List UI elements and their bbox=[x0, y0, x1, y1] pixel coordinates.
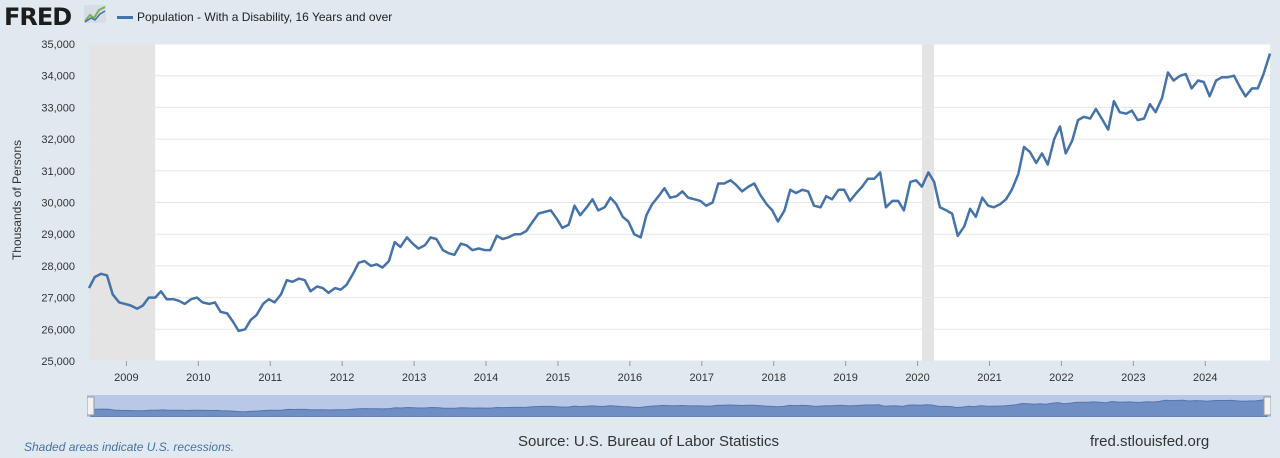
navigator-series bbox=[90, 398, 1268, 417]
x-tick-label: 2020 bbox=[905, 372, 929, 384]
series-line bbox=[87, 53, 1272, 333]
y-tick-label: 25,000 bbox=[41, 356, 75, 368]
x-tick-label: 2017 bbox=[690, 372, 714, 384]
y-tick-label: 31,000 bbox=[41, 166, 75, 178]
y-tick-label: 30,000 bbox=[41, 198, 75, 210]
y-tick-label: 33,000 bbox=[41, 102, 75, 114]
y-tick-label: 35,000 bbox=[41, 39, 75, 51]
x-tick-label: 2016 bbox=[618, 372, 642, 384]
y-tick-label: 32,000 bbox=[41, 134, 75, 146]
x-tick-label: 2010 bbox=[186, 372, 210, 384]
fred-logo[interactable]: FRED bbox=[4, 3, 72, 31]
navigator-left-handle[interactable] bbox=[87, 396, 95, 416]
x-tick-label: 2024 bbox=[1193, 372, 1217, 384]
navigator-right-handle[interactable] bbox=[1263, 396, 1271, 416]
x-tick-label: 2019 bbox=[833, 372, 857, 384]
x-tick-label: 2021 bbox=[977, 372, 1001, 384]
y-tick-label: 29,000 bbox=[41, 229, 75, 241]
source-text: Source: U.S. Bureau of Labor Statistics bbox=[518, 433, 779, 450]
x-tick-label: 2018 bbox=[761, 372, 785, 384]
x-tick-label: 2014 bbox=[474, 372, 498, 384]
x-tick-label: 2013 bbox=[402, 372, 426, 384]
site-link[interactable]: fred.stlouisfed.org bbox=[1090, 433, 1210, 450]
x-tick-label: 2012 bbox=[330, 372, 354, 384]
x-tick-label: 2015 bbox=[546, 372, 570, 384]
legend-label: Population - With a Disability, 16 Years… bbox=[137, 10, 393, 24]
range-navigator[interactable] bbox=[87, 395, 1271, 417]
y-tick-label: 26,000 bbox=[41, 324, 75, 336]
logo-graph-icon bbox=[84, 5, 106, 23]
x-tick-label: 2009 bbox=[114, 372, 138, 384]
legend: Population - With a Disability, 16 Years… bbox=[117, 10, 392, 24]
y-tick-label: 28,000 bbox=[41, 261, 75, 273]
x-tick-label: 2011 bbox=[258, 372, 282, 384]
recession-note: Shaded areas indicate U.S. recessions. bbox=[24, 440, 235, 454]
legend-swatch bbox=[117, 15, 133, 19]
y-tick-label: 34,000 bbox=[41, 71, 75, 83]
x-tick-label: 2023 bbox=[1121, 372, 1145, 384]
y-tick-label: 27,000 bbox=[41, 293, 75, 305]
x-tick-label: 2022 bbox=[1049, 372, 1073, 384]
